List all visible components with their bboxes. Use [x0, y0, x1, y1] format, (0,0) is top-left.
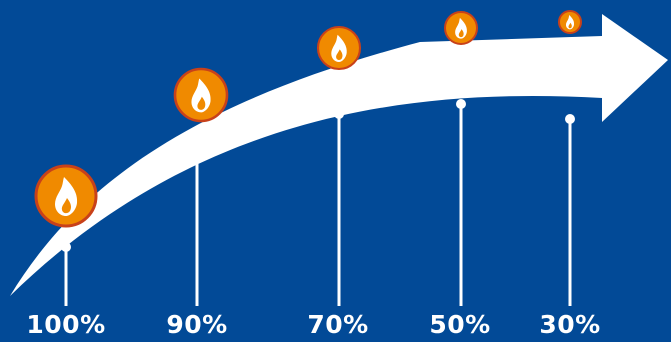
flame-icon [444, 11, 478, 45]
pointer-dot [192, 150, 202, 160]
pointer-dot [334, 109, 344, 119]
flame-shape [55, 177, 78, 216]
curved-arrow [10, 14, 668, 296]
step-label-30: 30% [539, 310, 601, 339]
flame-icon [34, 164, 98, 228]
flame-inner [197, 96, 206, 110]
flame-shape [331, 34, 347, 62]
pointer-dot [565, 114, 575, 124]
pointer-dot [61, 242, 71, 252]
pointer-dot [456, 99, 466, 109]
step-label-90: 90% [166, 310, 228, 339]
step-label-70: 70% [307, 310, 369, 339]
step-label-50: 50% [429, 310, 491, 339]
flame-inner [336, 49, 343, 60]
flame-icon [173, 67, 229, 123]
flame-inner [568, 22, 572, 29]
flame-shape [565, 15, 575, 30]
flame-inner [458, 29, 464, 38]
flame-icon [316, 25, 362, 71]
flame-shape [455, 17, 467, 39]
flame-icon [558, 10, 582, 34]
flame-shape [191, 78, 211, 113]
flame-inner [61, 198, 71, 214]
step-label-100: 100% [26, 310, 106, 339]
